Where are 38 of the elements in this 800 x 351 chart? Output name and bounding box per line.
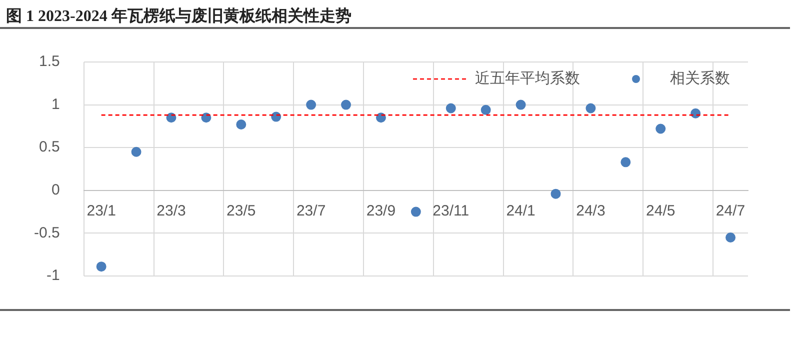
x-tick-label: 23/7 [296, 202, 326, 220]
point [131, 146, 142, 157]
point [376, 112, 386, 123]
x-tick-label: 23/1 [86, 202, 116, 220]
chart-title: 图 1 2023-2024 年瓦楞纸与废旧黄板纸相关性走势 [0, 0, 790, 29]
point [690, 108, 701, 118]
point [726, 232, 736, 242]
x-tick-label: 23/3 [156, 202, 186, 220]
x-tick-label: 23/9 [366, 202, 396, 220]
x-tick-label: 23/11 [432, 202, 470, 220]
x-tick-label: 24/7 [716, 202, 746, 220]
y-tick-label: 0 [52, 182, 60, 199]
point [166, 112, 176, 123]
x-tick-label: 24/3 [576, 202, 606, 220]
legend-label: 近五年平均系数 [475, 70, 580, 88]
point [446, 103, 456, 114]
point [480, 104, 491, 115]
point [656, 124, 666, 134]
point [620, 157, 631, 168]
y-tick-label: 1.5 [38, 53, 60, 70]
x-tick-label: 24/1 [506, 202, 536, 220]
point [96, 262, 106, 272]
point [201, 112, 212, 123]
x-tick-label: 23/5 [226, 202, 256, 220]
point [306, 100, 316, 110]
y-tick-label: 0.5 [38, 138, 60, 156]
point [236, 119, 246, 130]
point [271, 112, 282, 122]
y-tick-label: 1 [52, 96, 60, 113]
point [341, 100, 352, 110]
y-tick-label: -0.5 [34, 224, 60, 242]
point [586, 103, 596, 114]
point [516, 100, 526, 110]
x-tick-label: 24/5 [646, 202, 676, 220]
y-tick-label: -1 [46, 267, 60, 284]
legend-label: 相关系数 [670, 70, 730, 88]
point [550, 188, 561, 199]
point [410, 206, 421, 217]
